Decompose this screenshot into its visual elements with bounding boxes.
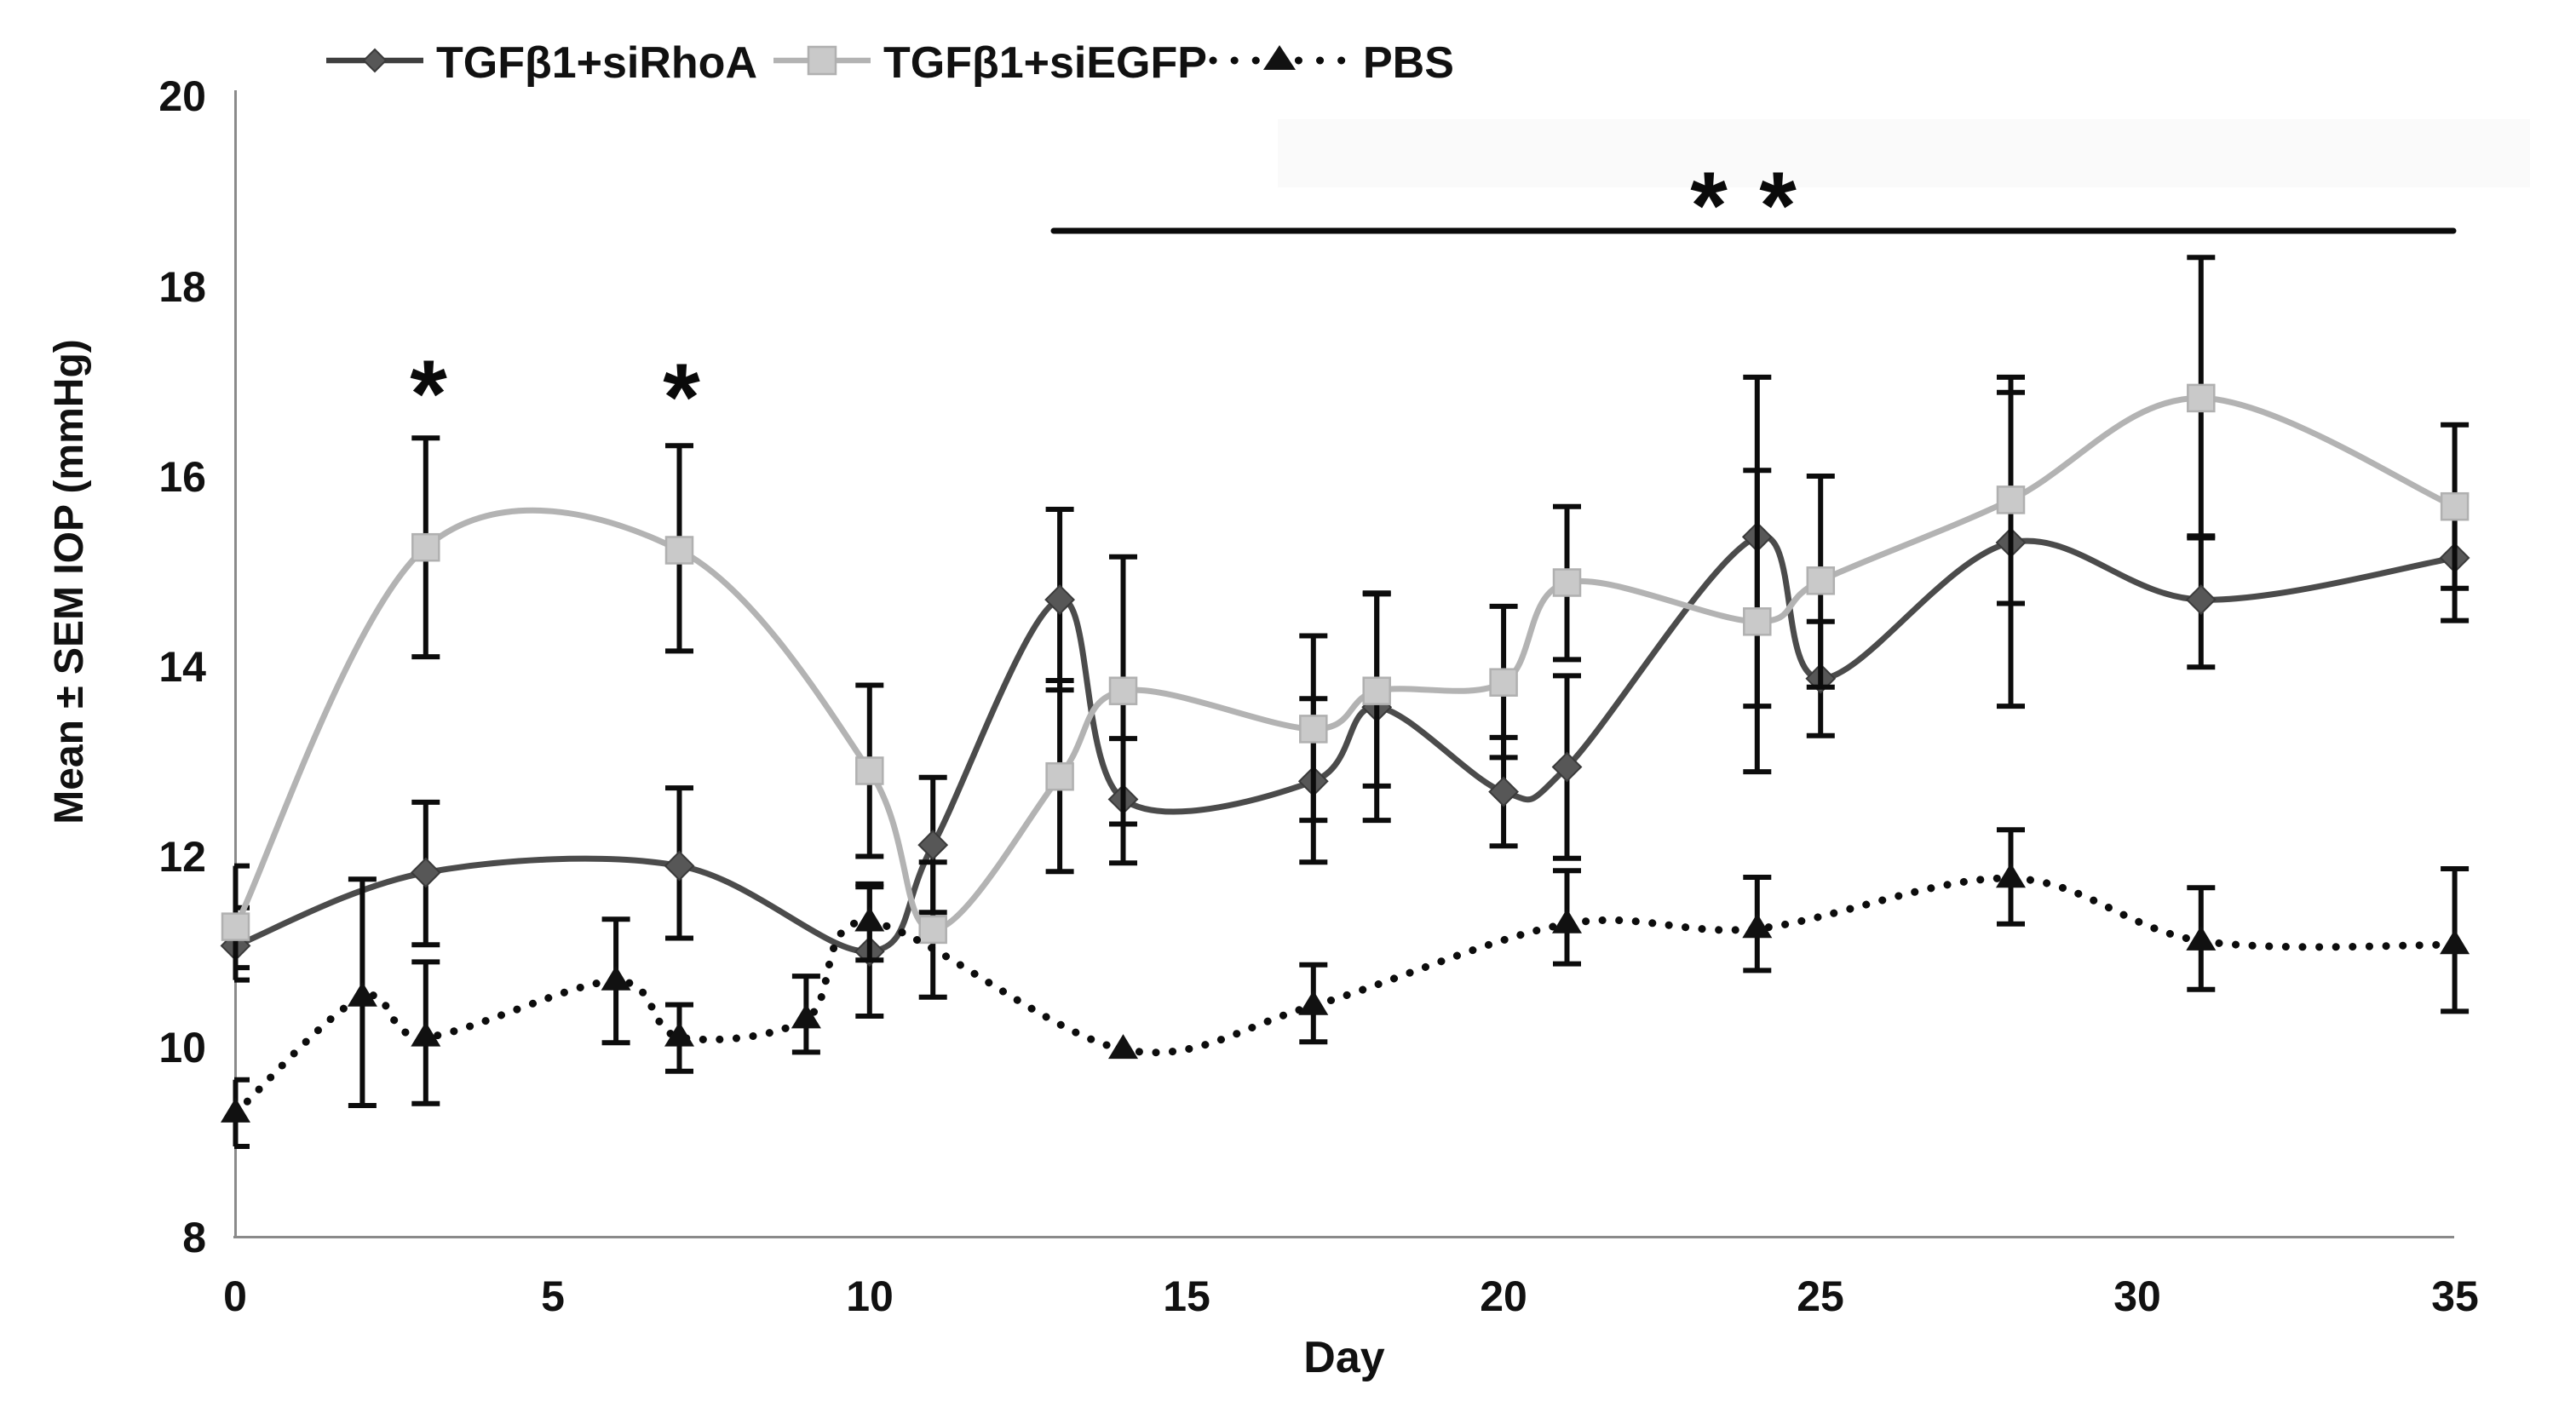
- svg-text:30: 30: [2113, 1272, 2161, 1320]
- svg-text:Day: Day: [1303, 1333, 1384, 1382]
- svg-text:15: 15: [1163, 1272, 1210, 1320]
- svg-text:18: 18: [158, 263, 206, 311]
- svg-text:14: 14: [158, 643, 206, 691]
- svg-text:*: *: [410, 341, 447, 447]
- svg-text:*: *: [1759, 152, 1797, 259]
- svg-text:*: *: [1690, 152, 1728, 259]
- svg-text:TGFβ1+siEGFP: TGFβ1+siEGFP: [883, 38, 1207, 88]
- svg-text:10: 10: [846, 1272, 894, 1320]
- svg-text:20: 20: [1480, 1272, 1527, 1320]
- svg-text:12: 12: [158, 833, 206, 881]
- svg-text:*: *: [663, 344, 700, 451]
- svg-text:35: 35: [2431, 1272, 2479, 1320]
- svg-text:20: 20: [158, 72, 206, 120]
- svg-text:16: 16: [158, 453, 206, 501]
- svg-text:Mean ± SEM IOP (mmHg): Mean ± SEM IOP (mmHg): [47, 339, 92, 824]
- svg-text:5: 5: [541, 1272, 565, 1320]
- svg-text:8: 8: [182, 1214, 206, 1261]
- svg-text:0: 0: [223, 1272, 247, 1320]
- svg-text:25: 25: [1797, 1272, 1844, 1320]
- svg-text:10: 10: [158, 1024, 206, 1071]
- svg-text:PBS: PBS: [1363, 38, 1454, 88]
- svg-text:TGFβ1+siRhoA: TGFβ1+siRhoA: [436, 38, 757, 88]
